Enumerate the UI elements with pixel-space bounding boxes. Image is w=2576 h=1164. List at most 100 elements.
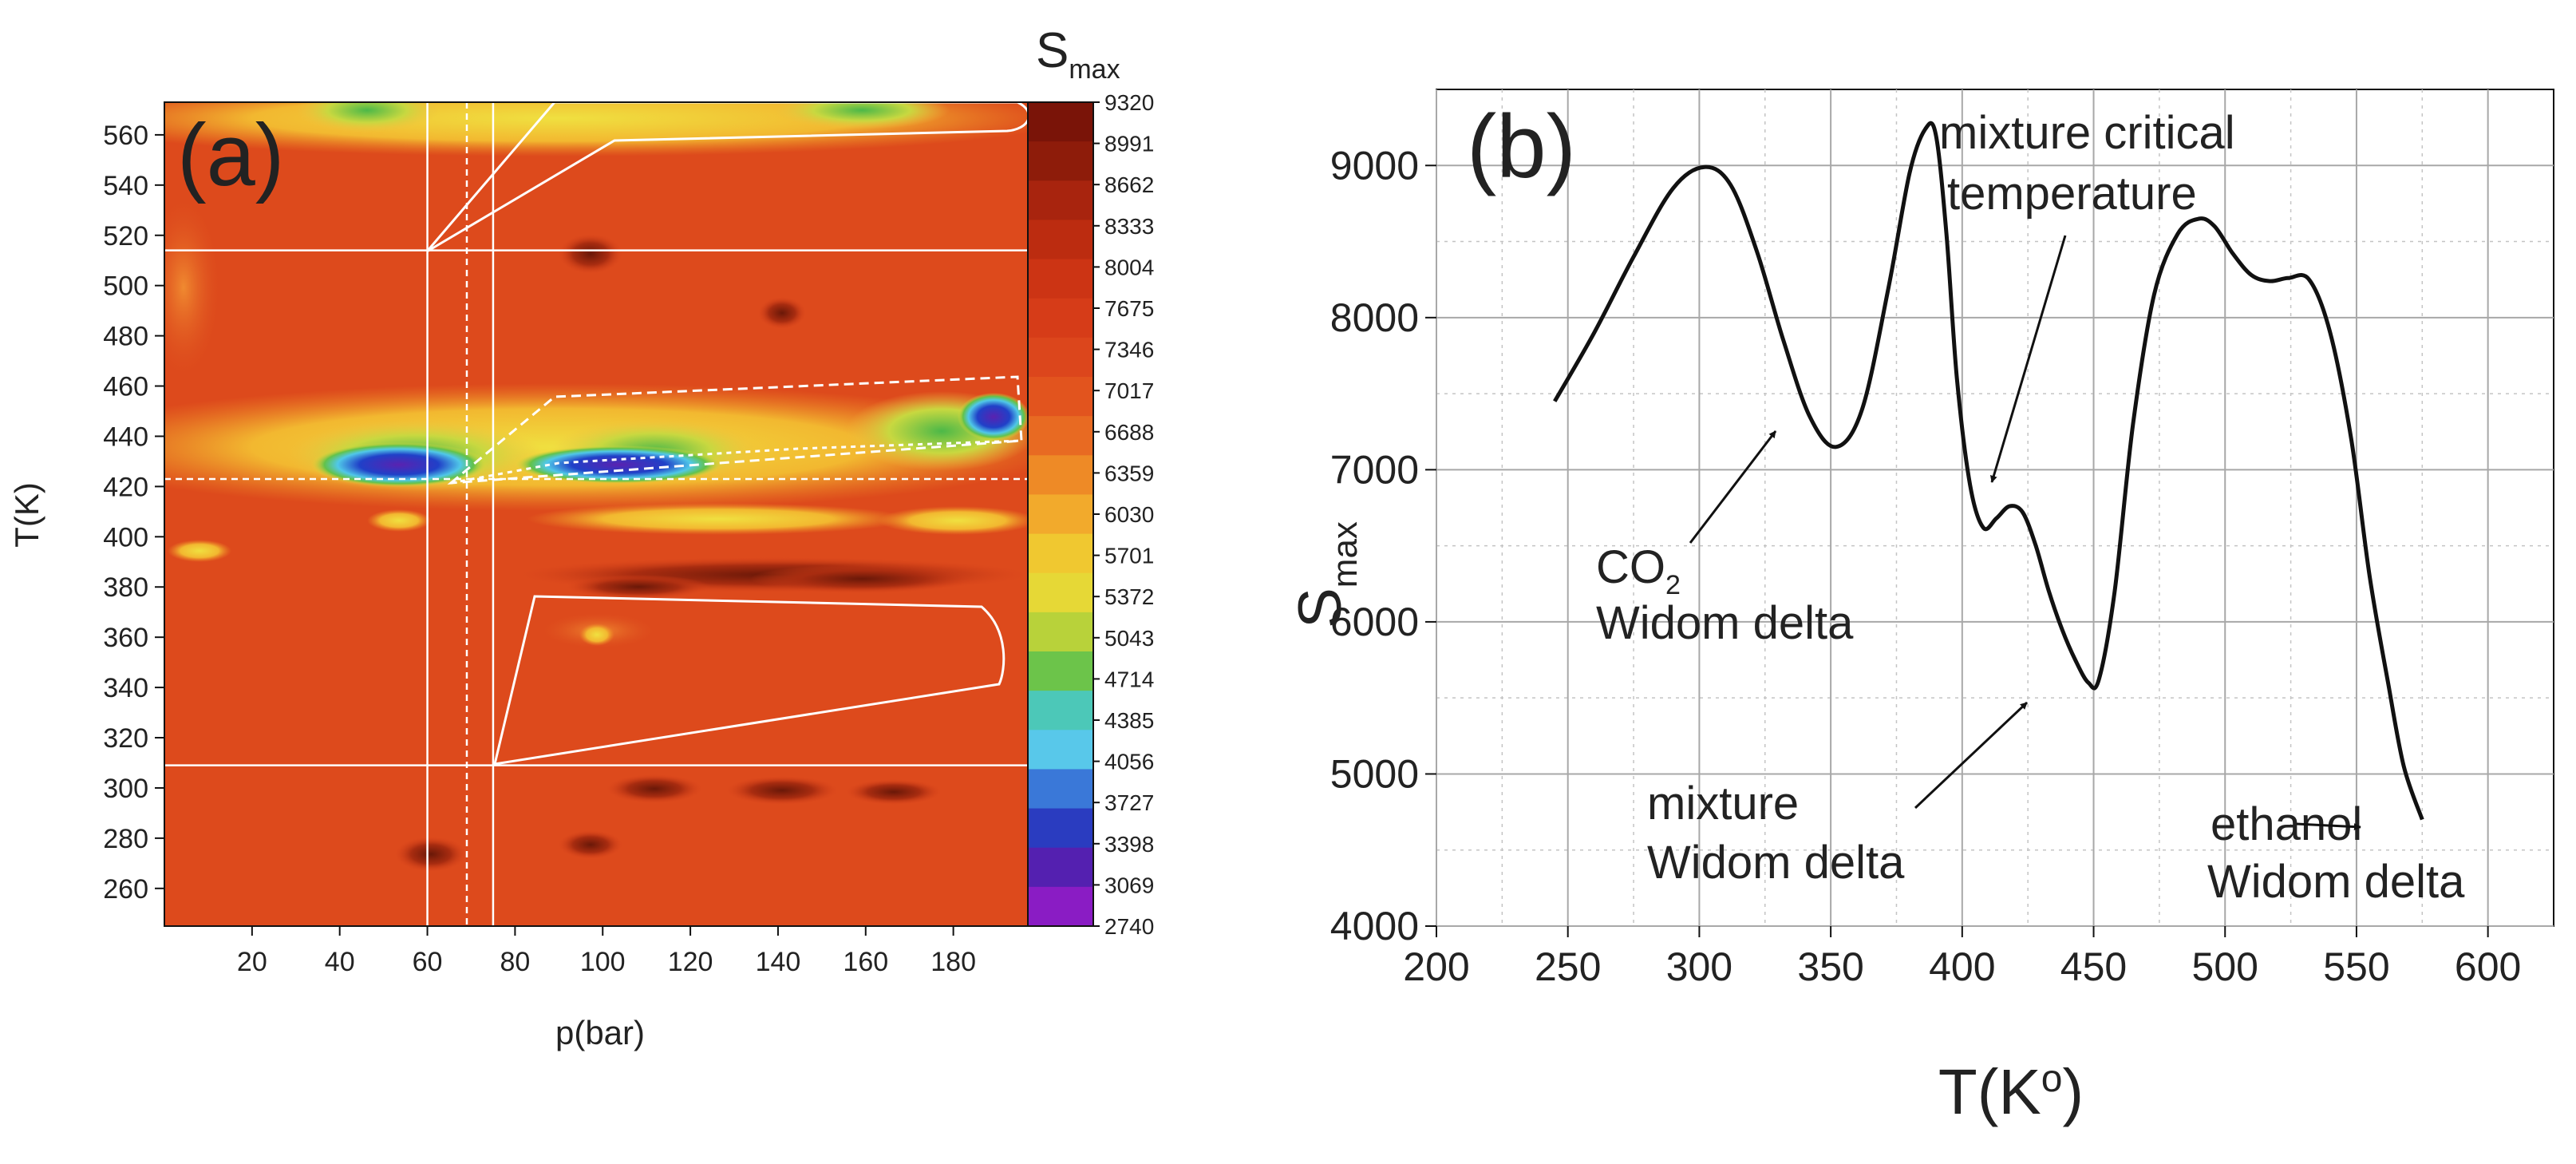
colorbar-tick-label: 4714: [1104, 667, 1154, 691]
colorbar-tick-label: 3727: [1104, 790, 1154, 815]
colorbar-swatch: [1028, 886, 1093, 927]
x-tick-label: 60: [413, 947, 443, 977]
y-tick-label: 500: [103, 271, 148, 302]
reference-lines: [164, 102, 1028, 926]
line-chart-panel: 200 250 300 350 400 450 500 550 600 4000 5000 6000 7…: [1286, 89, 2554, 1127]
y-tick-label: 400: [103, 522, 148, 552]
y-tick-label: 8000: [1330, 295, 1419, 340]
heatmap-axes: 20 40 60 80 100 120 140 160 180 260 280 300 320 340 36…: [103, 121, 976, 977]
annotation-co2: CO2 Widom delta: [1596, 430, 1854, 649]
colorbar-swatch: [1028, 730, 1093, 770]
line-chart-x-axis-label: T(Ko): [1938, 1056, 2084, 1127]
colorbar-tick-label: 4056: [1104, 750, 1154, 774]
colorbar-swatch: [1028, 180, 1093, 221]
y-tick-label: 340: [103, 673, 148, 703]
colorbar-tick-label: 7346: [1104, 338, 1154, 362]
colorbar-tick-label: 8004: [1104, 255, 1154, 279]
x-tick-label: 350: [1797, 944, 1863, 989]
colorbar-swatch: [1028, 102, 1093, 143]
y-tick-label: 280: [103, 824, 148, 854]
svg-text:mixture: mixture: [1647, 778, 1799, 829]
svg-text:Widom delta: Widom delta: [1647, 837, 1905, 889]
colorbar-swatch: [1028, 259, 1093, 299]
x-tick-label: 120: [668, 947, 713, 977]
y-tick-label: 5000: [1330, 751, 1419, 796]
colorbar-swatch: [1028, 494, 1093, 535]
colorbar-tick-label: 2740: [1104, 914, 1154, 939]
colorbar-swatch: [1028, 847, 1093, 888]
x-tick-label: 180: [930, 947, 976, 977]
x-tick-label: 500: [2192, 944, 2258, 989]
colorbar-tick-label: 6688: [1104, 420, 1154, 445]
x-tick-label: 450: [2060, 944, 2127, 989]
x-tick-label: 140: [756, 947, 801, 977]
x-tick-label: 400: [1929, 944, 1995, 989]
colorbar-tick-label: 5701: [1104, 544, 1154, 568]
x-tick-label: 250: [1535, 944, 1601, 989]
colorbar-tick-label: 7017: [1104, 378, 1154, 403]
heatmap-x-axis-label: p(bar): [555, 1014, 645, 1051]
colorbar-swatch: [1028, 377, 1093, 418]
colorbar-tick-label: 6030: [1104, 502, 1154, 527]
annotation-mixture-critical-temperature: mixture critical temperature: [1939, 107, 2235, 483]
y-tick-label: 320: [103, 723, 148, 754]
svg-text:mixture critical: mixture critical: [1939, 107, 2235, 159]
y-tick-label: 380: [103, 572, 148, 603]
x-tick-label: 300: [1666, 944, 1732, 989]
colorbar-swatch: [1028, 651, 1093, 692]
colorbar-tick-label: 8991: [1104, 132, 1154, 156]
colorbar-swatch: [1028, 808, 1093, 849]
colorbar-swatch: [1028, 416, 1093, 457]
y-tick-label: 7000: [1330, 447, 1419, 492]
colorbar-tick-label: 4385: [1104, 708, 1154, 733]
panel-label-b: (b): [1467, 97, 1576, 196]
y-tick-label: 260: [103, 874, 148, 905]
colorbar-tick-label: 8333: [1104, 214, 1154, 239]
svg-text:temperature: temperature: [1947, 168, 2197, 220]
colorbar: 9320 8991 8662 8333 8004 7675 7346 7017 6688 6359…: [1027, 90, 1154, 939]
x-tick-label: 160: [843, 947, 888, 977]
annotation-ethanol-widom-delta: ethanol Widom delta: [2207, 798, 2465, 908]
heatmap-y-axis-label: T(K): [8, 482, 45, 548]
colorbar-swatch: [1028, 337, 1093, 378]
annotation-mixture-widom-delta: mixture Widom delta: [1647, 701, 2029, 889]
colorbar-swatch: [1028, 220, 1093, 260]
y-tick-label: 480: [103, 322, 148, 352]
colorbar-swatch: [1028, 141, 1093, 182]
colorbar-swatch: [1028, 298, 1093, 339]
heatmap-field: [164, 102, 1028, 926]
svg-text:ethanol: ethanol: [2211, 798, 2362, 850]
y-tick-label: 420: [103, 472, 148, 502]
colorbar-title: Smax: [1036, 23, 1120, 85]
line-chart-grid: [1436, 89, 2554, 927]
colorbar-swatch: [1028, 455, 1093, 496]
line-chart-axes: 200 250 300 350 400 450 500 550 600 4000 5000 6000 7…: [1330, 143, 2522, 989]
x-tick-label: 100: [580, 947, 626, 977]
colorbar-tick-label: 5372: [1104, 584, 1154, 609]
colorbar-tick-label: 8662: [1104, 172, 1154, 197]
colorbar-tick-label: 6359: [1104, 461, 1154, 485]
x-tick-label: 40: [325, 947, 355, 977]
x-tick-label: 200: [1403, 944, 1469, 989]
colorbar-swatch: [1028, 691, 1093, 731]
x-tick-label: 20: [237, 947, 267, 977]
colorbar-swatch: [1028, 533, 1093, 574]
y-tick-label: 440: [103, 422, 148, 452]
colorbar-swatch: [1028, 572, 1093, 613]
heatmap-panel: 20 40 60 80 100 120 140 160 180 260 280 300 320 340 36…: [8, 23, 1154, 1051]
panel-label-a: (a): [177, 106, 284, 204]
colorbar-tick-label: 9320: [1104, 90, 1154, 115]
x-tick-label: 600: [2455, 944, 2521, 989]
y-tick-label: 4000: [1330, 904, 1419, 948]
y-tick-label: 6000: [1330, 600, 1419, 644]
colorbar-swatch: [1028, 769, 1093, 810]
colorbar-tick-label: 3069: [1104, 873, 1154, 897]
y-tick-label: 520: [103, 221, 148, 251]
colorbar-tick-label: 7675: [1104, 296, 1154, 321]
series-line-smax: [1553, 121, 2424, 821]
x-tick-label: 550: [2323, 944, 2389, 989]
svg-text:CO2: CO2: [1596, 541, 1681, 600]
line-chart-y-axis-label: Smax: [1286, 521, 1365, 628]
y-tick-label: 300: [103, 774, 148, 804]
